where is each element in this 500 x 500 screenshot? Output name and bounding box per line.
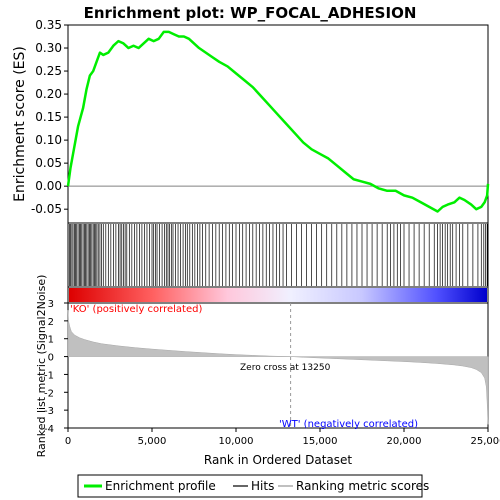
- legend-enrichment-label: Enrichment profile: [105, 479, 216, 493]
- enrichment-y-axis-label: Enrichment score (ES): [12, 46, 28, 202]
- legend-box: [77, 474, 423, 498]
- correlation-band: [69, 288, 487, 302]
- rank-y-tick-label: -1: [44, 370, 54, 381]
- rank-y-tick-label: 2: [48, 317, 54, 328]
- x-tick-label: 5,000: [138, 436, 167, 447]
- es-y-tick-label: 0.00: [35, 179, 62, 193]
- rank-y-tick-label: 3: [48, 299, 54, 310]
- zero-cross-label: Zero cross at 13250: [240, 363, 331, 373]
- correlation-color-band: [69, 288, 487, 302]
- x-tick-label: 25,000: [471, 436, 500, 447]
- es-y-tick-label: 0.15: [35, 110, 62, 124]
- enrichment-profile-line: [66, 30, 490, 213]
- x-tick-label: 0: [65, 436, 71, 447]
- legend: Enrichment profile Hits Ranking metric s…: [77, 474, 429, 498]
- es-y-tick-label: 0.30: [35, 41, 62, 55]
- ranking-metric-area: [67, 310, 489, 425]
- es-y-tick-label: 0.35: [35, 18, 62, 32]
- rank-y-tick-label: -3: [44, 406, 54, 417]
- es-y-tick-label: 0.05: [35, 156, 62, 170]
- x-tick-label: 20,000: [387, 436, 422, 447]
- ranking-y-axis-label: Ranked list metric (Signal2Noise): [35, 275, 48, 458]
- rank-y-tick-label: -4: [44, 424, 54, 435]
- ranking-metric-plot: 3 2 1 0 -1 -2 -3 -4 0 5,000 10,000 15,000 20,000 25,0…: [44, 299, 500, 447]
- rank-y-tick-label: 0: [48, 353, 54, 364]
- rank-y-tick-label: -2: [44, 388, 54, 399]
- legend-hits-label: Hits: [251, 479, 274, 493]
- x-tick-label: 10,000: [219, 436, 254, 447]
- rank-y-tick-label: 1: [48, 335, 54, 346]
- x-axis-label: Rank in Ordered Dataset: [204, 453, 352, 467]
- es-y-tick-label: 0.20: [35, 87, 62, 101]
- hits-panel-frame: [67, 222, 489, 288]
- positive-correlation-label: 'KO' (positively correlated): [70, 304, 202, 315]
- x-tick-label: 15,000: [303, 436, 338, 447]
- es-y-tick-label: -0.05: [31, 202, 62, 216]
- legend-ranking-label: Ranking metric scores: [296, 479, 429, 493]
- enrichment-plot: 0.35 0.30 0.25 0.20 0.15 0.10 0.05 0.00 -0.05: [31, 18, 490, 216]
- hit-markers: [68, 224, 489, 286]
- es-y-tick-label: 0.10: [35, 133, 62, 147]
- chart-title: Enrichment plot: WP_FOCAL_ADHESION: [84, 4, 417, 22]
- negative-correlation-label: 'WT' (negatively correlated): [279, 419, 418, 430]
- enrichment-panel-frame: [67, 24, 489, 224]
- es-y-tick-label: 0.25: [35, 64, 62, 78]
